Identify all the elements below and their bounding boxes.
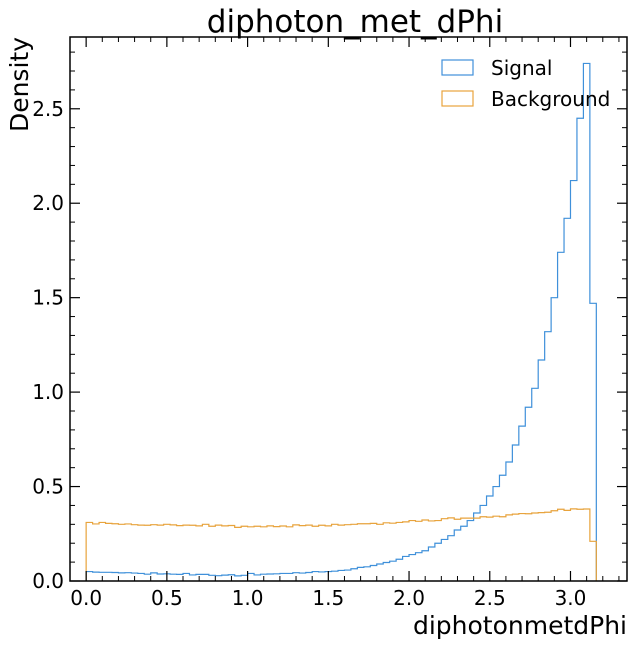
series-background-step — [85, 508, 597, 581]
x-axis-label: diphotonmetdPhi — [413, 611, 627, 640]
legend-label-signal: Signal — [491, 56, 552, 80]
y-tick-label: 0.5 — [32, 475, 64, 499]
series-signal-step — [85, 62, 597, 581]
x-tick-label: 1.5 — [312, 586, 344, 610]
x-tick-label: 0.0 — [70, 586, 102, 610]
y-tick-label: 2.0 — [32, 191, 64, 215]
series-layer — [85, 62, 597, 581]
y-axis-label: Density — [5, 37, 34, 132]
x-tick-label: 2.0 — [393, 586, 425, 610]
legend-swatch-background — [441, 90, 474, 107]
y-tick-label: 2.5 — [32, 97, 64, 121]
plot-frame — [69, 36, 628, 582]
legend-label-background: Background — [491, 87, 610, 111]
x-tick-label: 2.5 — [474, 586, 506, 610]
x-tick-label: 3.0 — [555, 586, 587, 610]
chart-title: diphoton_met_dPhi — [207, 4, 503, 40]
ticks-layer: 0.0 0.5 1.0 1.5 2.0 2.5 3.0 0.0 0.5 1.0 1.5 2.0 2.5 — [32, 37, 627, 610]
y-tick-label: 1.5 — [32, 286, 64, 310]
legend-swatch-signal — [441, 59, 474, 76]
y-tick-label: 1.0 — [32, 380, 64, 404]
y-tick-label: 0.0 — [32, 569, 64, 593]
legend: Signal Background — [441, 56, 610, 111]
x-tick-label: 0.5 — [151, 586, 183, 610]
x-tick-label: 1.0 — [232, 586, 264, 610]
